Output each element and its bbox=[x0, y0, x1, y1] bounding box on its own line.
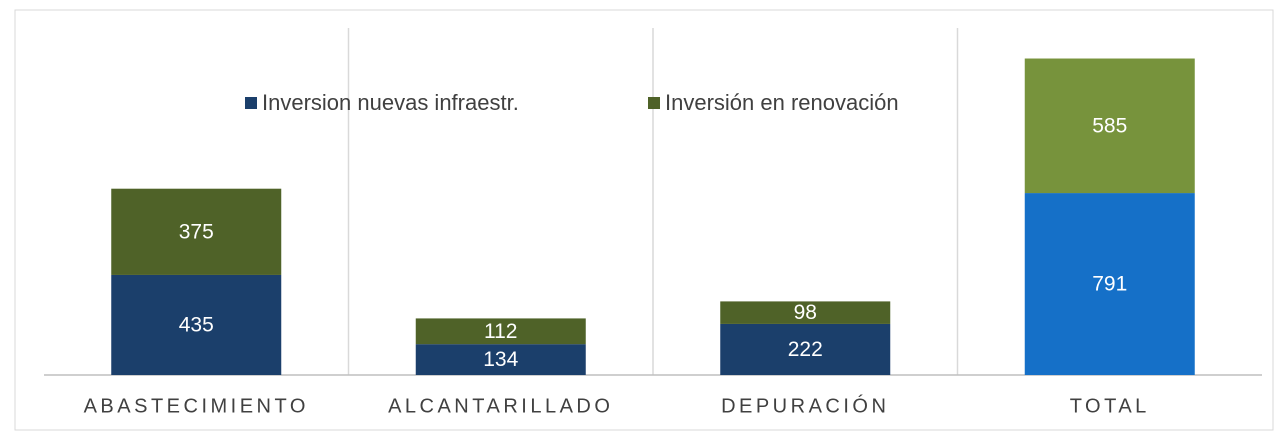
x-tick-label: ALCANTARILLADO bbox=[388, 395, 613, 417]
data-label: 375 bbox=[179, 220, 214, 243]
bar-segment bbox=[111, 188, 282, 275]
bar-segment bbox=[111, 274, 282, 375]
data-label: 222 bbox=[788, 338, 823, 361]
bar-segment bbox=[415, 344, 586, 375]
data-label: 791 bbox=[1092, 273, 1127, 296]
data-label: 112 bbox=[484, 320, 517, 343]
data-label: 134 bbox=[483, 348, 518, 371]
data-label: 585 bbox=[1092, 114, 1127, 137]
legend-label: Inversión en renovación bbox=[665, 90, 899, 115]
x-tick-label: TOTAL bbox=[1070, 395, 1150, 417]
bar-segment bbox=[1024, 58, 1195, 194]
chart-frame bbox=[14, 9, 1274, 431]
legend-label: Inversion nuevas infraestr. bbox=[262, 90, 519, 115]
bar-segment bbox=[1024, 193, 1195, 375]
bar-segment bbox=[415, 318, 586, 345]
x-tick-label: DEPURACIÓN bbox=[721, 394, 889, 417]
legend-swatch bbox=[245, 97, 257, 109]
bar-segment bbox=[720, 323, 891, 375]
legend-swatch bbox=[648, 97, 660, 109]
data-label: 435 bbox=[179, 314, 214, 337]
data-label: 98 bbox=[794, 301, 817, 324]
bar-segment bbox=[720, 301, 891, 324]
x-tick-label: ABASTECIMIENTO bbox=[84, 395, 309, 417]
